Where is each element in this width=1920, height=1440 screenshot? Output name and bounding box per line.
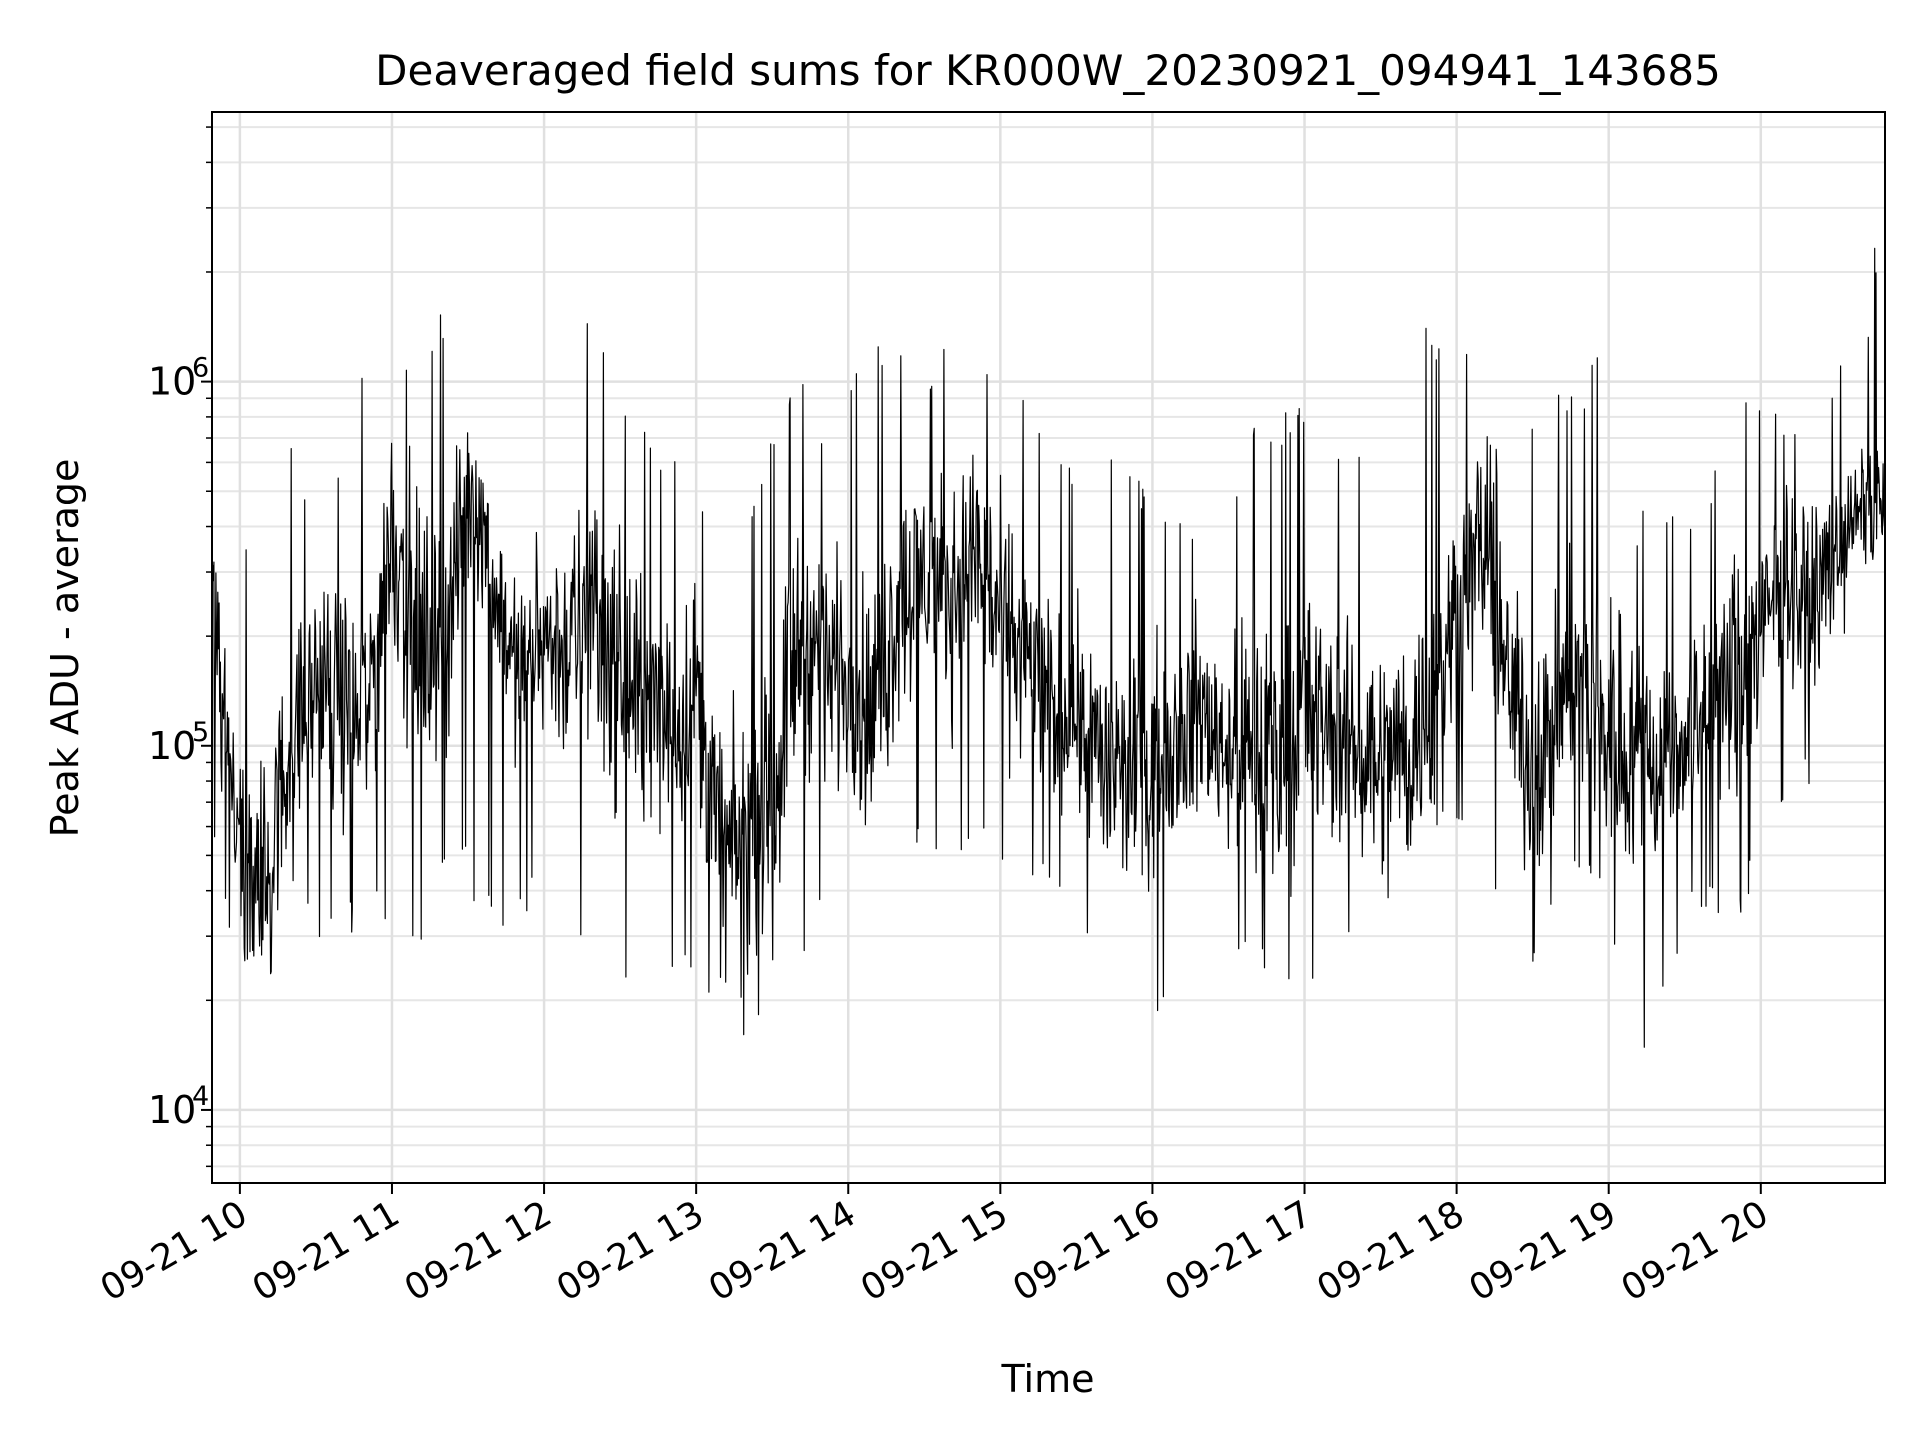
series-line <box>211 247 1886 1048</box>
y-tick-label: 10 <box>148 360 196 404</box>
plot-frame <box>211 111 1886 1184</box>
y-tick-label: 10 <box>148 1088 196 1132</box>
x-axis-label: Time <box>1001 1357 1095 1401</box>
y-tick-label-exponent: 6 <box>192 353 209 384</box>
series-layer <box>211 247 1886 1048</box>
chart-title: Deaveraged field sums for KR000W_2023092… <box>375 46 1721 95</box>
y-tick-label: 10 <box>148 724 196 768</box>
y-tick-label-exponent: 5 <box>192 717 209 748</box>
y-tick-label-exponent: 4 <box>192 1081 209 1112</box>
y-axis-label: Peak ADU - average <box>43 459 87 838</box>
